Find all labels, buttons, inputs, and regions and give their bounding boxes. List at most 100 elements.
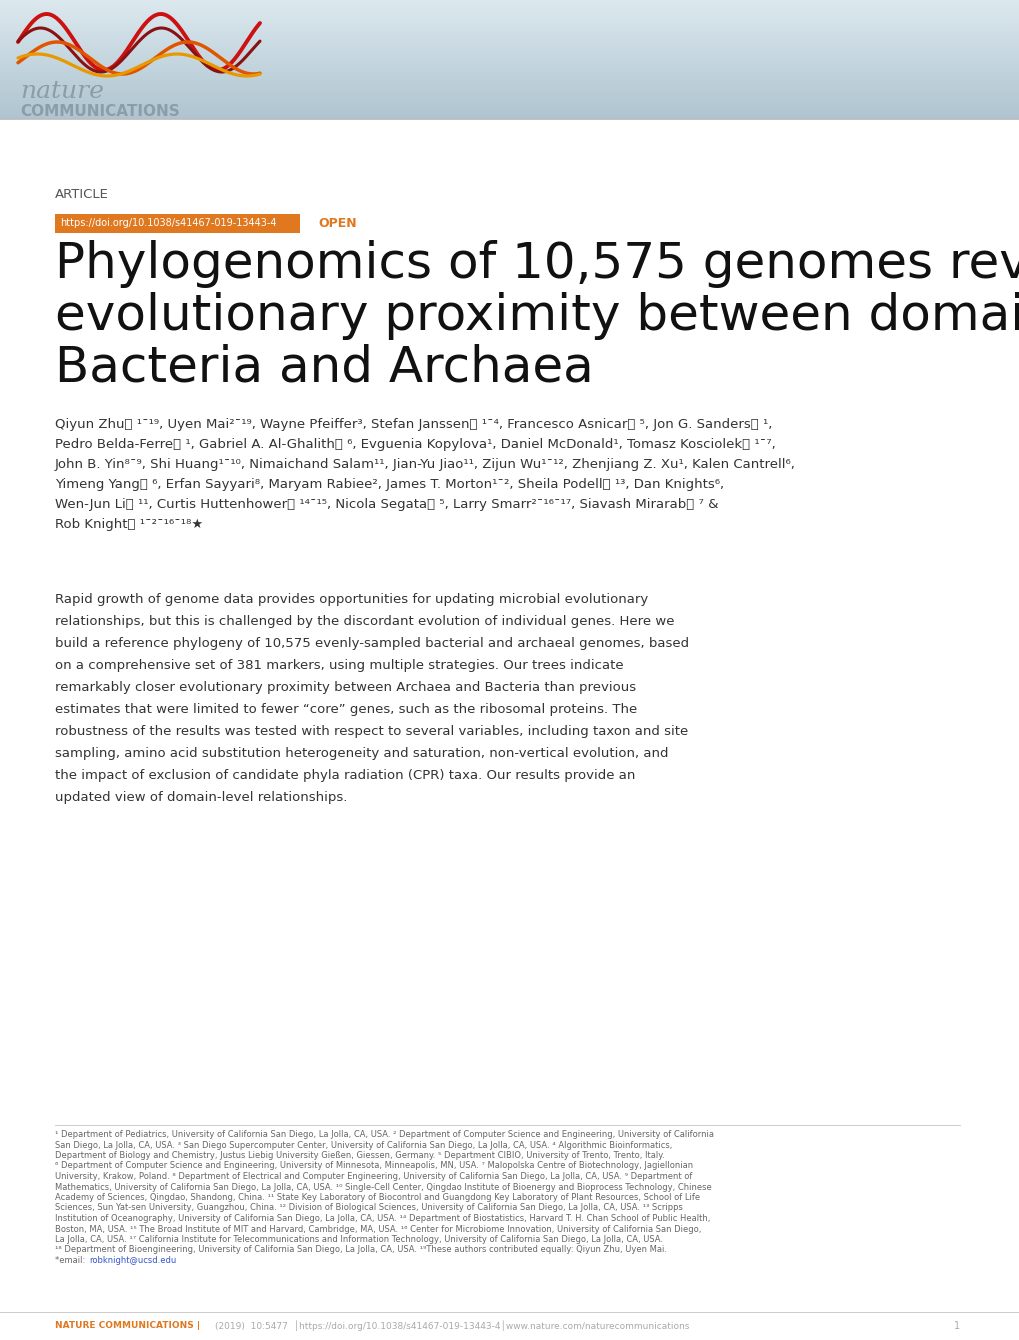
Text: remarkably closer evolutionary proximity between Archaea and Bacteria than previ: remarkably closer evolutionary proximity… (55, 681, 636, 694)
Bar (0, 0, 1019, 1)
Text: San Diego, La Jolla, CA, USA. ³ San Diego Supercomputer Center, University of Ca: San Diego, La Jolla, CA, USA. ³ San Dieg… (55, 1140, 672, 1150)
Bar (0, 44, 1019, 46)
Bar (0, 109, 1019, 111)
Text: COMMUNICATIONS: COMMUNICATIONS (20, 105, 179, 119)
Bar (0, 95, 1019, 98)
Bar (0, 28, 1019, 29)
Bar (0, 78, 1019, 79)
Bar (0, 39, 1019, 42)
Text: University, Krakow, Poland. ⁸ Department of Electrical and Computer Engineering,: University, Krakow, Poland. ⁸ Department… (55, 1172, 692, 1181)
Bar (0, 113, 1019, 115)
Bar (0, 36, 1019, 39)
Bar (0, 19, 1019, 20)
Bar (0, 43, 1019, 44)
Bar (0, 38, 1019, 40)
Text: https://doi.org/10.1038/s41467-019-13443-4: https://doi.org/10.1038/s41467-019-13443… (60, 218, 276, 229)
Text: Institution of Oceanography, University of California San Diego, La Jolla, CA, U: Institution of Oceanography, University … (55, 1214, 709, 1223)
Bar (0, 8, 1019, 11)
Bar (0, 16, 1019, 17)
Bar (0, 63, 1019, 64)
Bar (0, 34, 1019, 35)
Text: La Jolla, CA, USA. ¹⁷ California Institute for Telecommunications and Informatio: La Jolla, CA, USA. ¹⁷ California Institu… (55, 1235, 662, 1244)
Bar (0, 50, 1019, 52)
Text: updated view of domain-level relationships.: updated view of domain-level relationshi… (55, 791, 347, 804)
Text: Academy of Sciences, Qingdao, Shandong, China. ¹¹ State Key Laboratory of Biocon: Academy of Sciences, Qingdao, Shandong, … (55, 1193, 699, 1202)
Bar (0, 87, 1019, 88)
Bar (0, 15, 1019, 16)
Bar (0, 82, 1019, 84)
Text: Department of Biology and Chemistry, Justus Liebig University Gießen, Giessen, G: Department of Biology and Chemistry, Jus… (55, 1151, 664, 1160)
Text: Wen-Jun Liⓓ ¹¹, Curtis Huttenhowerⓓ ¹⁴ˉ¹⁵, Nicola Segataⓓ ⁵, Larry Smarr²ˉ¹⁶ˉ¹⁷,: Wen-Jun Liⓓ ¹¹, Curtis Huttenhowerⓓ ¹⁴ˉ¹… (55, 498, 717, 511)
Bar (0, 70, 1019, 72)
Bar (0, 9, 1019, 12)
Bar (0, 106, 1019, 107)
Text: John B. Yin⁸ˉ⁹, Shi Huang¹ˉ¹⁰, Nimaichand Salam¹¹, Jian-Yu Jiao¹¹, Zijun Wu¹ˉ¹²,: John B. Yin⁸ˉ⁹, Shi Huang¹ˉ¹⁰, Nimaichan… (55, 458, 795, 470)
Bar (0, 25, 1019, 28)
Bar (0, 94, 1019, 96)
Bar (0, 35, 1019, 38)
Text: Phylogenomics of 10,575 genomes reveals: Phylogenomics of 10,575 genomes reveals (55, 240, 1019, 288)
Text: 1: 1 (953, 1321, 959, 1331)
Text: NATURE COMMUNICATIONS |: NATURE COMMUNICATIONS | (55, 1321, 200, 1331)
Bar (0, 13, 1019, 15)
Bar (0, 52, 1019, 55)
Text: (2019)  10:5477  │https://doi.org/10.1038/s41467-019-13443-4│www.nature.com/natu: (2019) 10:5477 │https://doi.org/10.1038/… (215, 1321, 689, 1332)
Text: estimates that were limited to fewer “core” genes, such as the ribosomal protein: estimates that were limited to fewer “co… (55, 704, 637, 716)
Bar (0, 75, 1019, 76)
Text: ¹⁸ Department of Bioengineering, University of California San Diego, La Jolla, C: ¹⁸ Department of Bioengineering, Univers… (55, 1245, 666, 1254)
Text: sampling, amino acid substitution heterogeneity and saturation, non-vertical evo: sampling, amino acid substitution hetero… (55, 746, 667, 760)
Text: Qiyun Zhuⓓ ¹ˉ¹⁹, Uyen Mai²ˉ¹⁹, Wayne Pfeiffer³, Stefan Janssenⓓ ¹ˉ⁴, Francesco A: Qiyun Zhuⓓ ¹ˉ¹⁹, Uyen Mai²ˉ¹⁹, Wayne Pfe… (55, 418, 771, 431)
Bar (0, 83, 1019, 86)
Bar (0, 46, 1019, 47)
Text: Yimeng Yangⓓ ⁶, Erfan Sayyari⁸, Maryam Rabiee², James T. Morton¹ˉ², Sheila Podel: Yimeng Yangⓓ ⁶, Erfan Sayyari⁸, Maryam R… (55, 478, 723, 490)
Text: *email:: *email: (55, 1256, 88, 1265)
Bar (0, 96, 1019, 99)
Bar (0, 84, 1019, 87)
Bar (0, 72, 1019, 74)
Text: Bacteria and Archaea: Bacteria and Archaea (55, 344, 593, 393)
Bar (0, 79, 1019, 82)
Bar (0, 80, 1019, 83)
Bar (0, 17, 1019, 19)
Bar (0, 66, 1019, 68)
Bar (0, 4, 1019, 5)
Text: nature: nature (20, 80, 104, 103)
Bar (0, 29, 1019, 31)
Text: on a comprehensive set of 381 markers, using multiple strategies. Our trees indi: on a comprehensive set of 381 markers, u… (55, 659, 623, 671)
FancyBboxPatch shape (55, 214, 300, 233)
Text: the impact of exclusion of candidate phyla radiation (CPR) taxa. Our results pro: the impact of exclusion of candidate phy… (55, 769, 635, 783)
Bar (0, 111, 1019, 114)
Bar (0, 98, 1019, 100)
Text: Rapid growth of genome data provides opportunities for updating microbial evolut: Rapid growth of genome data provides opp… (55, 594, 648, 606)
Bar (0, 7, 1019, 9)
Bar (0, 90, 1019, 91)
Bar (0, 105, 1019, 106)
Bar (0, 91, 1019, 92)
Text: Sciences, Sun Yat-sen University, Guangzhou, China. ¹² Division of Biological Sc: Sciences, Sun Yat-sen University, Guangz… (55, 1203, 682, 1213)
Bar (0, 76, 1019, 78)
Bar (0, 110, 1019, 113)
Bar (0, 74, 1019, 75)
Bar (0, 88, 1019, 90)
Bar (0, 40, 1019, 43)
Text: ARTICLE: ARTICLE (55, 188, 109, 201)
Text: Pedro Belda-Ferreⓓ ¹, Gabriel A. Al-Ghalithⓓ ⁶, Evguenia Kopylova¹, Daniel McDon: Pedro Belda-Ferreⓓ ¹, Gabriel A. Al-Ghal… (55, 438, 775, 452)
Text: build a reference phylogeny of 10,575 evenly-sampled bacterial and archaeal geno: build a reference phylogeny of 10,575 ev… (55, 636, 689, 650)
Bar (0, 51, 1019, 54)
Bar (0, 58, 1019, 59)
Bar (0, 102, 1019, 103)
Bar (0, 103, 1019, 105)
Bar (0, 55, 1019, 58)
Text: Boston, MA, USA. ¹⁵ The Broad Institute of MIT and Harvard, Cambridge, MA, USA. : Boston, MA, USA. ¹⁵ The Broad Institute … (55, 1225, 701, 1234)
Text: Mathematics, University of California San Diego, La Jolla, CA, USA. ¹⁰ Single-Ce: Mathematics, University of California Sa… (55, 1182, 711, 1191)
Bar (0, 24, 1019, 27)
Text: ¹ Department of Pediatrics, University of California San Diego, La Jolla, CA, US: ¹ Department of Pediatrics, University o… (55, 1130, 713, 1139)
Text: OPEN: OPEN (318, 217, 357, 230)
Bar (0, 64, 1019, 67)
Text: robustness of the results was tested with respect to several variables, includin: robustness of the results was tested wit… (55, 725, 688, 738)
Text: robknight@ucsd.edu: robknight@ucsd.edu (89, 1256, 176, 1265)
Bar (0, 48, 1019, 50)
Bar (0, 117, 1019, 118)
Bar (0, 107, 1019, 109)
Bar (0, 47, 1019, 48)
